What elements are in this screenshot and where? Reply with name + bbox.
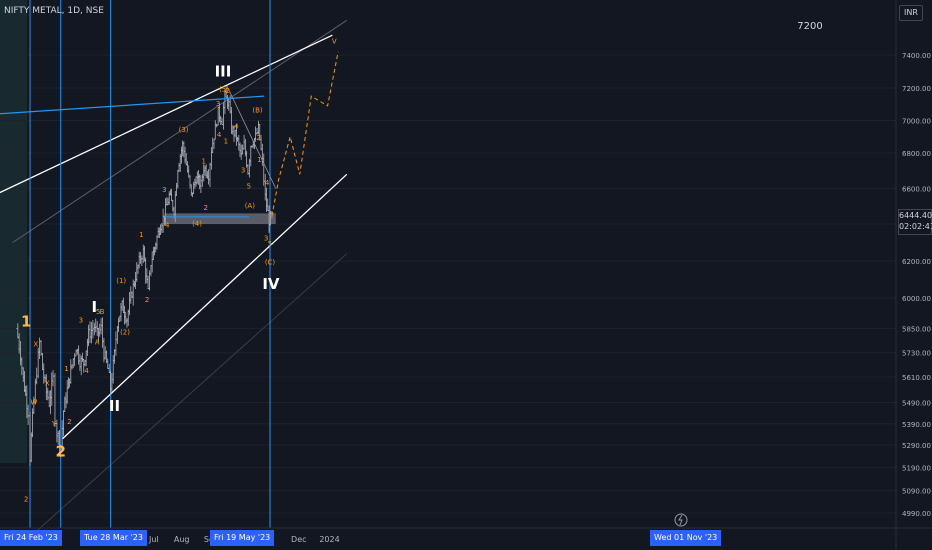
y-tick-label: 5390.00 (902, 421, 931, 429)
wave-label: 3 (162, 186, 166, 194)
y-tick-label: 5290.00 (902, 442, 931, 450)
wave-label: 4 (165, 222, 170, 230)
wave-label: 2 (24, 496, 28, 504)
wave-label: (B) (252, 106, 263, 114)
support-zone (164, 213, 276, 224)
channel-outer-upper (12, 19, 348, 243)
y-tick-label: 4990.00 (902, 510, 931, 518)
y-tick-label: 7200.00 (902, 85, 931, 93)
y-tick-label: 5490.00 (902, 400, 931, 408)
wave-label: A (95, 339, 100, 347)
y-tick-label: 5850.00 (902, 325, 931, 333)
wave-label: Y (51, 420, 57, 428)
y-tick-label: 6600.00 (902, 186, 931, 194)
wave-label: 2 (56, 442, 66, 460)
channel-outer-lower (21, 253, 348, 546)
wave-label: 5 (268, 240, 272, 248)
symbol-title[interactable]: NIFTY METAL, 1D, NSE (4, 6, 104, 16)
y-tick-label: 5090.00 (902, 487, 931, 495)
y-tick-label: 5730.00 (902, 350, 931, 358)
wave-label: 2 (203, 204, 207, 212)
wave-label: 3 (216, 100, 220, 108)
x-tick-label: Aug (174, 535, 190, 544)
descending-trendline (228, 89, 277, 189)
wave-label: 4 (84, 367, 89, 375)
date-tag: Fri 19 May '23 (210, 530, 275, 546)
date-tag: Wed 01 Nov '23 (650, 530, 722, 546)
wave-label: 1 (202, 158, 206, 166)
wave-label: II (109, 397, 120, 415)
y-tick-label: 6200.00 (902, 258, 931, 266)
wave-label: 4 (217, 131, 222, 139)
wave-label: 3 (79, 316, 83, 324)
x-tick-label: 2024 (319, 535, 339, 544)
wave-label: III (215, 62, 232, 80)
wave-label: X (33, 341, 38, 349)
y-tick-label: 6800.00 (902, 150, 931, 158)
last-price: 6444.40 (899, 211, 932, 220)
wave-label: (3) (179, 126, 189, 134)
date-tag: Tue 28 Mar '23 (80, 530, 147, 546)
wave-label: I (92, 298, 98, 316)
wave-label: 2 (145, 296, 149, 304)
lightning-icon[interactable] (674, 513, 688, 527)
currency-badge[interactable]: INR (899, 5, 923, 21)
date-range-highlight (0, 0, 27, 463)
channel-lower-line (62, 173, 348, 440)
wave-projection (271, 51, 339, 217)
wave-label: 3 (241, 167, 245, 175)
y-tick-label: 7400.00 (902, 52, 931, 60)
wave-label: 5 (96, 308, 100, 316)
wave-label: 5 (247, 183, 251, 191)
blue-trendline (0, 95, 265, 115)
wave-label: 1 (139, 231, 143, 239)
wave-label: B (100, 308, 105, 316)
y-tick-label: 7000.00 (902, 118, 931, 126)
wave-label: 4 (265, 179, 270, 187)
x-tick-label: Dec (291, 535, 306, 544)
date-tag: Fri 24 Feb '23 (0, 530, 62, 546)
wave-label: 1 (224, 137, 228, 145)
wave-label: X (45, 380, 50, 388)
y-tick-label: 5610.00 (902, 374, 931, 382)
wave-label: 1 (21, 312, 31, 330)
last-price-tag: 6444.40 02:02:41 (898, 209, 932, 235)
wave-label: (2) (120, 328, 130, 336)
wave-label: (4) (192, 220, 202, 228)
wave-label: 2 (256, 134, 260, 142)
target-label: 7200 (797, 21, 822, 32)
wave-label: 1 (257, 156, 261, 164)
wave-label: 2 (226, 87, 230, 95)
wave-label: 1 (64, 365, 68, 373)
wave-label: V (332, 37, 337, 45)
wave-label: 2 (67, 418, 71, 426)
wave-label: IV (262, 275, 280, 293)
y-tick-label: 6000.00 (902, 295, 931, 303)
bar-countdown: 02:02:41 (899, 222, 932, 231)
wave-label: W (30, 399, 37, 407)
wave-label: 4 (234, 123, 239, 131)
wave-label: 3 (264, 235, 268, 243)
wave-label: (C) (265, 259, 276, 267)
wave-label: (1) (116, 277, 126, 285)
y-tick-label: 5190.00 (902, 465, 931, 473)
x-tick-label: Jul (148, 535, 159, 544)
wave-label: (A) (245, 202, 256, 210)
channel-upper-line (0, 34, 333, 194)
wave-label: (5) (219, 85, 229, 93)
